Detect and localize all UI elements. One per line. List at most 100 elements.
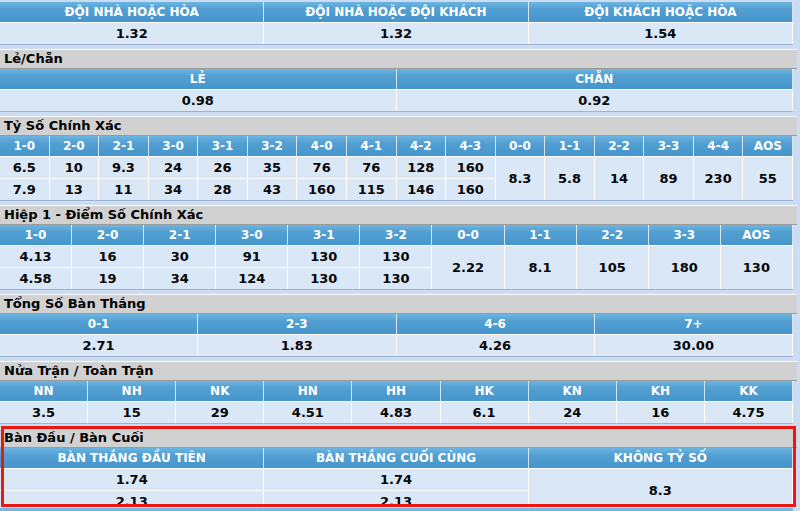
odds-cell[interactable]: 10 <box>50 156 100 178</box>
column-header: 3-1 <box>198 136 248 156</box>
odds-cell[interactable]: 30.00 <box>595 334 793 356</box>
odds-cell-merged[interactable]: 130 <box>721 245 793 289</box>
odds-cell[interactable]: 146 <box>397 178 447 200</box>
column-header: 3-3 <box>649 225 721 245</box>
odds-cell[interactable]: 6.1 <box>441 401 529 423</box>
odds-cell-merged[interactable]: 89 <box>644 156 694 200</box>
odds-cell[interactable]: 130 <box>360 245 432 267</box>
odds-cell-merged[interactable]: 8.3 <box>496 156 546 200</box>
odds-cell[interactable]: 4.26 <box>397 334 595 356</box>
column-header: 2-2 <box>595 136 645 156</box>
odds-cell-merged[interactable]: 105 <box>577 245 649 289</box>
column-header: 4-4 <box>694 136 744 156</box>
column-header: AOS <box>743 136 793 156</box>
column-header: 4-3 <box>446 136 496 156</box>
odds-cell[interactable]: 4.13 <box>0 245 72 267</box>
odds-cell[interactable]: 115 <box>347 178 397 200</box>
odds-cell[interactable]: 34 <box>144 267 216 289</box>
correct-score-table-holder: 1-02-02-13-03-13-24-04-14-24-30-01-12-23… <box>0 136 800 201</box>
odds-cell-merged[interactable]: 180 <box>649 245 721 289</box>
first-last-goal-table-holder: BÀN THẮNG ĐẦU TIÊNBÀN THẮNG CUỐI CÙNGKHÔ… <box>0 448 800 511</box>
odds-cell[interactable]: 13 <box>50 178 100 200</box>
header-row: 0-12-34-67+ <box>0 314 793 334</box>
odds-cell[interactable]: 160 <box>446 156 496 178</box>
column-header: 4-0 <box>297 136 347 156</box>
odds-cell[interactable]: 4.75 <box>705 401 793 423</box>
odds-cell[interactable]: 24 <box>529 401 617 423</box>
column-header: 1-1 <box>545 136 595 156</box>
odd-even-table: LẺCHẴN0.980.92 <box>0 69 793 112</box>
odds-cell[interactable]: 1.54 <box>529 22 793 44</box>
header-row: 1-02-02-13-03-13-20-01-12-23-3AOS <box>0 225 793 245</box>
odds-cell[interactable]: 24 <box>149 156 199 178</box>
odds-cell[interactable]: 19 <box>72 267 144 289</box>
odds-cell[interactable]: 15 <box>88 401 176 423</box>
odds-cell[interactable]: 4.51 <box>264 401 352 423</box>
column-header: 2-0 <box>72 225 144 245</box>
odds-cell[interactable]: 34 <box>149 178 199 200</box>
odds-cell[interactable]: 29 <box>176 401 264 423</box>
odds-cell[interactable]: 16 <box>72 245 144 267</box>
odds-cell[interactable]: 76 <box>297 156 347 178</box>
odds-cell-merged[interactable]: 2.22 <box>432 245 504 289</box>
odds-cell[interactable]: 160 <box>297 178 347 200</box>
column-header: NK <box>176 381 264 401</box>
odds-cell[interactable]: 9.3 <box>99 156 149 178</box>
odds-cell[interactable]: 4.83 <box>352 401 440 423</box>
odds-cell[interactable]: 128 <box>397 156 447 178</box>
odds-cell[interactable]: 6.5 <box>0 156 50 178</box>
odds-cell-merged[interactable]: 8.1 <box>505 245 577 289</box>
column-header: BÀN THẮNG CUỐI CÙNG <box>264 448 528 468</box>
odds-cell[interactable]: 26 <box>198 156 248 178</box>
column-header: 0-1 <box>0 314 198 334</box>
column-header: 2-2 <box>577 225 649 245</box>
odds-cell-merged[interactable]: 5.8 <box>545 156 595 200</box>
odds-cell[interactable]: 1.74 <box>0 468 264 490</box>
odds-cell-merged[interactable]: 55 <box>743 156 793 200</box>
odds-cell[interactable]: 130 <box>360 267 432 289</box>
column-header: 3-3 <box>644 136 694 156</box>
odds-row: 4.131630911301302.228.1105180130 <box>0 245 793 267</box>
odds-cell[interactable]: 7.9 <box>0 178 50 200</box>
column-header: KHÔNG TỶ SỐ <box>529 448 793 468</box>
column-header: 1-1 <box>505 225 577 245</box>
odds-cell[interactable]: 3.5 <box>0 401 88 423</box>
column-header: KK <box>705 381 793 401</box>
odds-cell-merged[interactable]: 230 <box>694 156 744 200</box>
odds-cell-merged[interactable]: 14 <box>595 156 645 200</box>
odds-cell-merged[interactable]: 8.3 <box>529 468 793 511</box>
odds-cell[interactable]: 11 <box>99 178 149 200</box>
odds-cell[interactable]: 2.71 <box>0 334 198 356</box>
first-half-correct-score-table: 1-02-02-13-03-13-20-01-12-23-3AOS4.13163… <box>0 225 793 290</box>
column-header: 3-1 <box>288 225 360 245</box>
odds-cell[interactable]: 76 <box>347 156 397 178</box>
header-row: NNNHNKHNHHHKKNKHKK <box>0 381 793 401</box>
column-header: HK <box>441 381 529 401</box>
odds-cell[interactable]: 130 <box>288 245 360 267</box>
column-header: NH <box>88 381 176 401</box>
odds-cell[interactable]: 0.98 <box>0 89 397 111</box>
odds-cell[interactable]: 91 <box>216 245 288 267</box>
title-odd-even: Lẻ/Chẵn <box>0 49 797 69</box>
header-row: LẺCHẴN <box>0 69 793 89</box>
column-header: 0-0 <box>432 225 504 245</box>
odds-cell[interactable]: 1.74 <box>264 468 528 490</box>
odds-cell[interactable]: 0.92 <box>397 89 794 111</box>
odds-cell[interactable]: 43 <box>248 178 298 200</box>
odds-row: 1.321.321.54 <box>0 22 793 44</box>
total-goals-table: 0-12-34-67+2.711.834.2630.00 <box>0 314 793 357</box>
header-row: 1-02-02-13-03-13-24-04-14-24-30-01-12-23… <box>0 136 793 156</box>
odds-cell[interactable]: 30 <box>144 245 216 267</box>
odds-cell[interactable]: 160 <box>446 178 496 200</box>
odds-cell[interactable]: 1.83 <box>198 334 396 356</box>
odds-cell[interactable]: 16 <box>617 401 705 423</box>
first-last-goal-table: BÀN THẮNG ĐẦU TIÊNBÀN THẮNG CUỐI CÙNGKHÔ… <box>0 448 793 511</box>
odds-cell[interactable]: 4.58 <box>0 267 72 289</box>
odds-cell[interactable]: 28 <box>198 178 248 200</box>
odds-cell[interactable]: 1.32 <box>0 22 264 44</box>
column-header: ĐỘI NHÀ HOẶC ĐỘI KHÁCH <box>264 2 528 22</box>
odds-cell[interactable]: 35 <box>248 156 298 178</box>
odds-cell[interactable]: 1.32 <box>264 22 528 44</box>
odds-cell[interactable]: 130 <box>288 267 360 289</box>
odds-cell[interactable]: 124 <box>216 267 288 289</box>
